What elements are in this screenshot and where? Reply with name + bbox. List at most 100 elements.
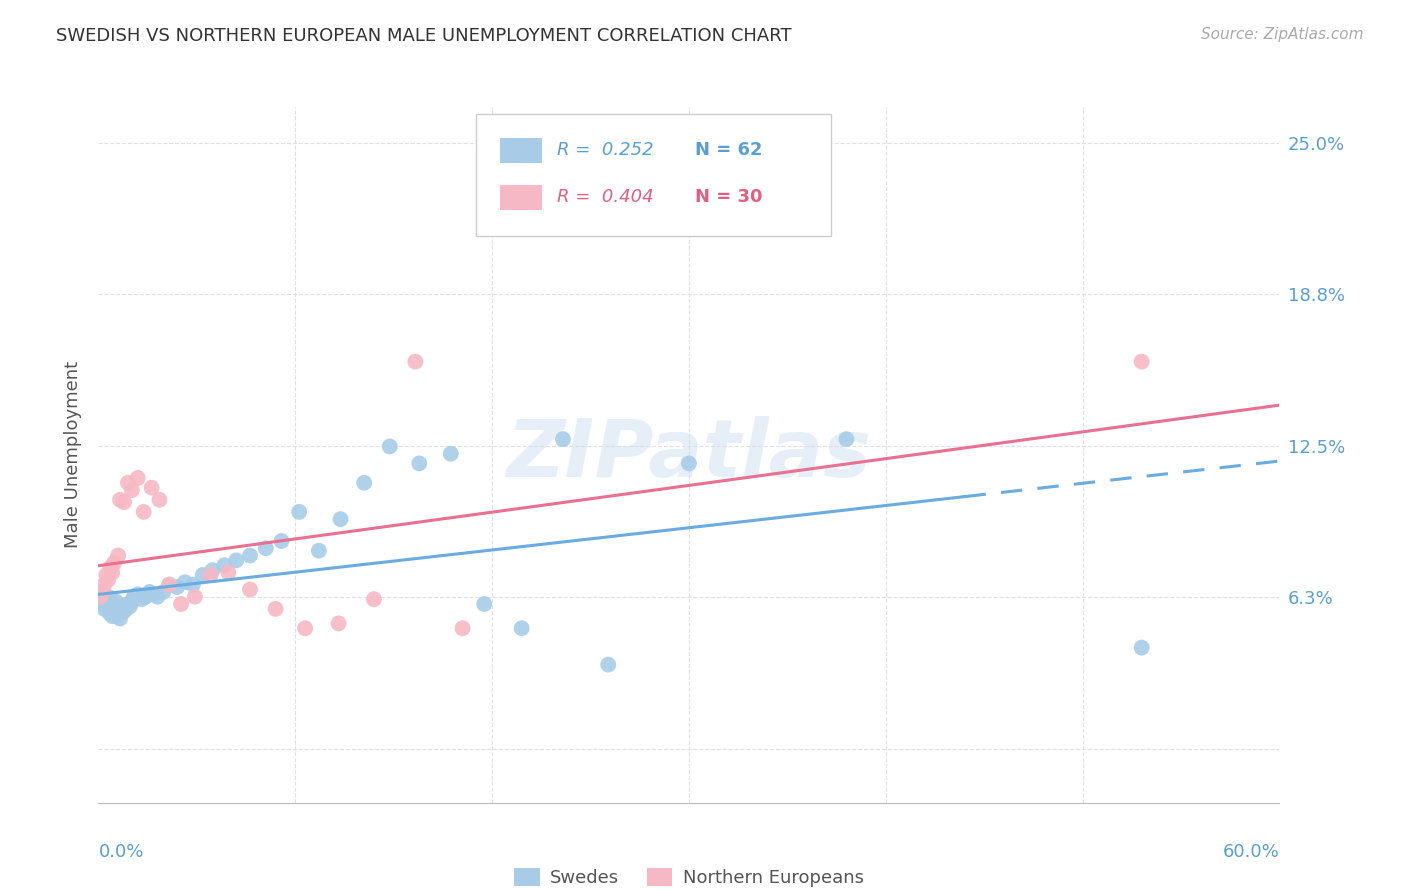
Point xyxy=(835,432,858,446)
Point xyxy=(551,432,574,446)
Text: 0.0%: 0.0% xyxy=(98,843,143,861)
Point xyxy=(89,590,111,604)
Text: Source: ZipAtlas.com: Source: ZipAtlas.com xyxy=(1201,27,1364,42)
Point xyxy=(91,585,114,599)
Point xyxy=(96,599,118,614)
Point xyxy=(472,597,495,611)
Point xyxy=(93,602,115,616)
Text: SWEDISH VS NORTHERN EUROPEAN MALE UNEMPLOYMENT CORRELATION CHART: SWEDISH VS NORTHERN EUROPEAN MALE UNEMPL… xyxy=(56,27,792,45)
Point xyxy=(103,599,125,614)
Point xyxy=(98,560,121,574)
Point xyxy=(157,577,180,591)
Point xyxy=(97,597,120,611)
Point xyxy=(142,587,165,601)
Point xyxy=(127,587,149,601)
Point xyxy=(294,621,316,635)
Point xyxy=(157,577,180,591)
Point xyxy=(108,604,131,618)
Point xyxy=(678,457,700,471)
Point xyxy=(166,580,188,594)
Point xyxy=(239,582,262,597)
Point xyxy=(101,566,124,580)
FancyBboxPatch shape xyxy=(477,114,831,235)
Point xyxy=(408,457,430,471)
Point xyxy=(353,475,375,490)
Point xyxy=(254,541,277,556)
Point xyxy=(135,590,157,604)
Point xyxy=(97,604,120,618)
Point xyxy=(239,549,262,563)
Point xyxy=(152,585,174,599)
Point xyxy=(98,602,121,616)
Y-axis label: Male Unemployment: Male Unemployment xyxy=(63,361,82,549)
FancyBboxPatch shape xyxy=(501,185,543,210)
Point xyxy=(103,604,125,618)
Point xyxy=(440,447,463,461)
Point xyxy=(451,621,474,635)
Point xyxy=(170,597,193,611)
Point xyxy=(184,590,207,604)
Point xyxy=(201,563,224,577)
Point xyxy=(89,590,111,604)
FancyBboxPatch shape xyxy=(501,137,543,162)
Point xyxy=(270,533,292,548)
Point xyxy=(225,553,247,567)
Point xyxy=(121,594,143,608)
Point xyxy=(97,573,120,587)
Point xyxy=(108,611,131,625)
Point xyxy=(107,549,129,563)
Point xyxy=(378,439,401,453)
Point xyxy=(181,577,204,591)
Point xyxy=(93,577,115,591)
Point xyxy=(121,483,143,497)
Point xyxy=(91,592,114,607)
Point xyxy=(127,471,149,485)
Point xyxy=(107,602,129,616)
Point xyxy=(91,585,114,599)
Point xyxy=(107,607,129,621)
Point xyxy=(598,657,620,672)
Point xyxy=(101,609,124,624)
Point xyxy=(308,543,330,558)
Point xyxy=(191,568,214,582)
Point xyxy=(118,599,141,614)
Point xyxy=(131,592,153,607)
Point xyxy=(217,566,239,580)
Point xyxy=(101,597,124,611)
Point xyxy=(98,599,121,614)
Point xyxy=(122,590,145,604)
Point xyxy=(328,616,350,631)
Point xyxy=(404,354,426,368)
Point xyxy=(108,492,131,507)
Point xyxy=(148,492,170,507)
Point xyxy=(93,597,115,611)
Point xyxy=(510,621,533,635)
Point xyxy=(288,505,311,519)
Point xyxy=(146,590,169,604)
Point xyxy=(117,475,139,490)
Point xyxy=(264,602,287,616)
Point xyxy=(98,607,121,621)
Text: N = 62: N = 62 xyxy=(695,141,762,159)
Point xyxy=(214,558,236,573)
Point xyxy=(97,590,120,604)
Point xyxy=(105,594,128,608)
Point xyxy=(329,512,352,526)
Text: R =  0.404: R = 0.404 xyxy=(557,188,654,206)
Point xyxy=(132,505,155,519)
Point xyxy=(117,597,139,611)
Point xyxy=(1130,640,1153,655)
Point xyxy=(112,604,135,618)
Text: R =  0.252: R = 0.252 xyxy=(557,141,654,159)
Point xyxy=(96,568,118,582)
Legend: Swedes, Northern Europeans: Swedes, Northern Europeans xyxy=(508,861,870,892)
Point xyxy=(96,594,118,608)
Point xyxy=(103,556,125,570)
Point xyxy=(141,481,163,495)
Text: 60.0%: 60.0% xyxy=(1223,843,1279,861)
Point xyxy=(174,575,197,590)
Point xyxy=(111,599,134,614)
Point xyxy=(105,609,128,624)
Point xyxy=(1130,354,1153,368)
Text: N = 30: N = 30 xyxy=(695,188,762,206)
